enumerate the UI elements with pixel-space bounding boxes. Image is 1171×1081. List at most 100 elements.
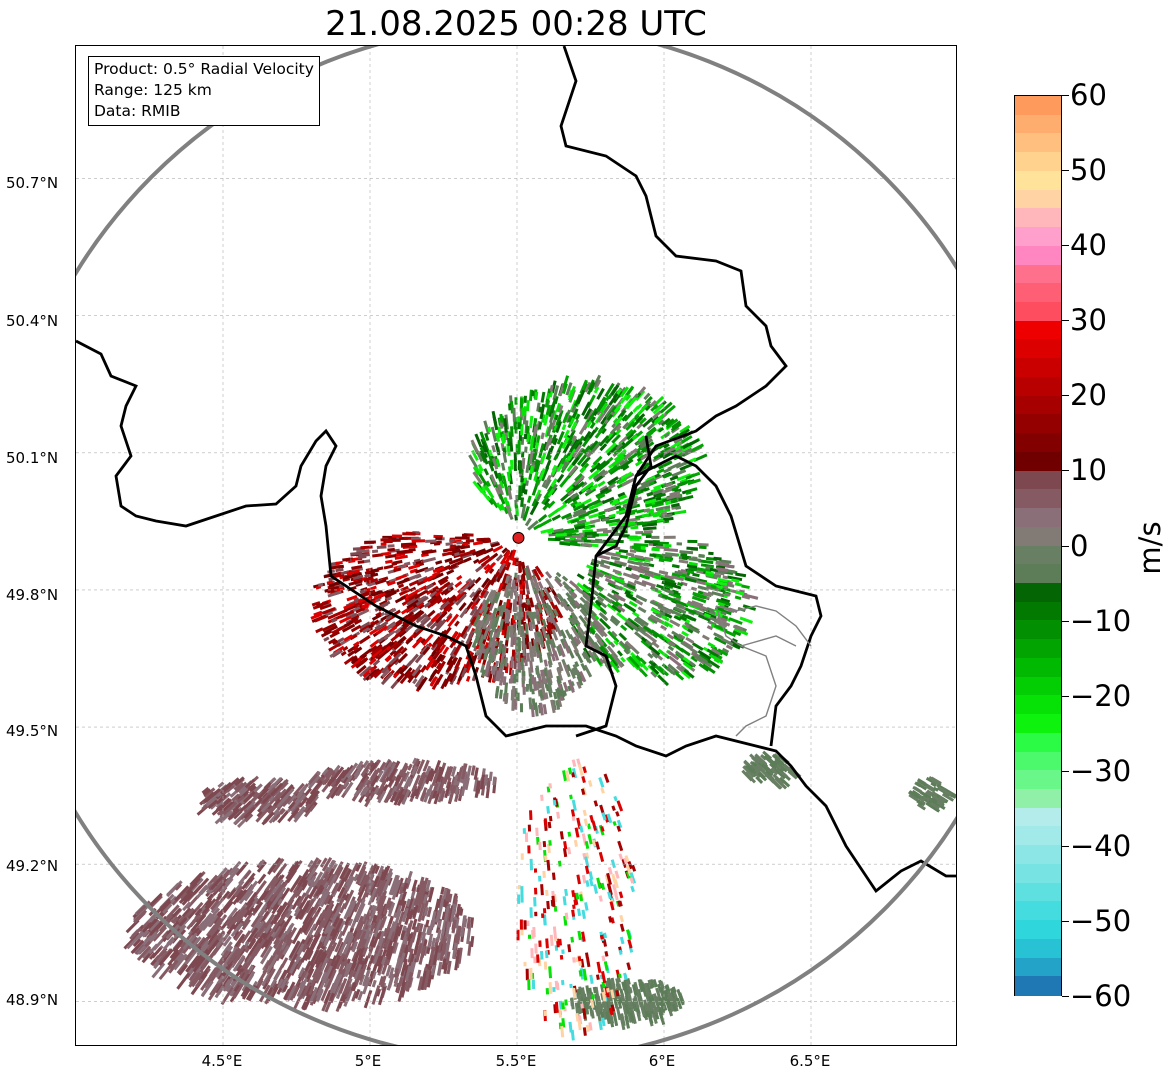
stratiform-echo xyxy=(217,781,225,789)
near-zero-velocity-echo xyxy=(542,675,547,684)
stratiform-echo xyxy=(425,879,432,893)
outbound-velocity-echo xyxy=(649,665,660,675)
outbound-velocity-echo xyxy=(687,478,701,486)
outbound-velocity-echo xyxy=(637,625,647,634)
stratiform-echo xyxy=(743,765,751,773)
stratiform-echo xyxy=(426,925,432,936)
stratiform-echo xyxy=(411,774,421,793)
outbound-velocity-echo xyxy=(589,518,601,524)
stratiform-echo xyxy=(226,923,236,935)
outbound-velocity-echo xyxy=(676,473,692,482)
stratiform-echo xyxy=(222,801,238,816)
stratiform-echo xyxy=(388,967,395,979)
inbound-velocity-echo xyxy=(411,664,423,677)
stratiform-echo xyxy=(303,880,316,898)
outbound-velocity-echo xyxy=(597,480,606,488)
stratiform-echo xyxy=(233,929,244,942)
stratiform-echo xyxy=(298,967,306,978)
outbound-velocity-echo xyxy=(634,459,643,467)
near-zero-velocity-echo xyxy=(501,646,506,654)
inbound-velocity-echo xyxy=(321,622,337,632)
near-zero-velocity-echo xyxy=(562,662,570,675)
stratiform-echo xyxy=(427,933,434,948)
near-zero-velocity-echo xyxy=(490,640,497,655)
stratiform-echo xyxy=(492,776,497,786)
stratiform-echo xyxy=(178,963,189,976)
stratiform-echo xyxy=(637,979,644,991)
outbound-velocity-echo xyxy=(479,431,486,443)
outbound-velocity-echo xyxy=(618,640,630,652)
outbound-velocity-echo xyxy=(551,410,558,419)
outbound-velocity-echo xyxy=(627,564,638,570)
stratiform-echo xyxy=(393,968,399,978)
inbound-velocity-echo xyxy=(414,566,429,574)
inbound-velocity-echo xyxy=(397,652,408,664)
outbound-velocity-echo xyxy=(653,489,663,495)
outbound-velocity-echo xyxy=(682,661,692,670)
near-zero-velocity-echo xyxy=(505,609,511,624)
stratiform-echo xyxy=(210,939,220,950)
outbound-velocity-echo xyxy=(669,608,684,618)
stratiform-echo xyxy=(320,971,328,981)
stratiform-echo xyxy=(283,914,293,929)
outbound-velocity-echo xyxy=(717,601,726,607)
outbound-velocity-echo xyxy=(623,602,637,613)
stratiform-echo xyxy=(753,755,764,765)
inbound-velocity-echo xyxy=(376,545,387,550)
stratiform-echo xyxy=(405,972,414,992)
inbound-velocity-echo xyxy=(407,653,419,666)
stratiform-echo xyxy=(287,807,300,823)
inbound-velocity-echo xyxy=(402,614,416,626)
stratiform-echo xyxy=(463,918,468,928)
inbound-velocity-echo xyxy=(355,607,365,614)
stratiform-echo xyxy=(217,798,233,812)
stratiform-echo xyxy=(461,763,468,780)
near-zero-velocity-echo xyxy=(591,650,599,659)
near-zero-velocity-echo xyxy=(576,624,583,632)
near-zero-velocity-echo xyxy=(531,698,536,711)
stratiform-echo xyxy=(383,761,393,775)
stratiform-echo xyxy=(185,956,199,973)
near-zero-velocity-echo xyxy=(562,690,567,697)
stratiform-echo xyxy=(383,787,394,804)
stratiform-echo xyxy=(200,940,210,951)
inbound-velocity-echo xyxy=(352,571,363,577)
near-zero-velocity-echo xyxy=(576,681,582,689)
inbound-velocity-echo xyxy=(342,645,349,652)
inbound-velocity-echo xyxy=(375,625,388,636)
stratiform-echo xyxy=(651,1000,659,1015)
stratiform-echo xyxy=(261,910,270,921)
stratiform-echo xyxy=(303,803,316,818)
inbound-velocity-echo xyxy=(490,542,501,548)
stratiform-echo xyxy=(123,932,141,950)
inbound-velocity-echo xyxy=(445,660,455,673)
near-zero-velocity-echo xyxy=(527,610,532,619)
outbound-velocity-echo xyxy=(489,474,497,486)
outbound-velocity-echo xyxy=(530,390,535,397)
near-zero-velocity-echo xyxy=(559,601,565,608)
stratiform-echo xyxy=(257,787,270,800)
outbound-velocity-echo xyxy=(546,488,555,498)
stratiform-echo xyxy=(241,987,251,1000)
stratiform-echo xyxy=(426,971,433,988)
outbound-velocity-echo xyxy=(698,652,709,661)
stratiform-echo xyxy=(448,766,454,774)
stratiform-echo xyxy=(413,891,421,906)
stratiform-echo xyxy=(132,938,142,948)
stratiform-echo xyxy=(250,942,262,958)
stratiform-echo xyxy=(261,786,277,802)
stratiform-echo xyxy=(307,859,314,868)
outbound-velocity-echo xyxy=(583,408,592,420)
outbound-velocity-echo xyxy=(622,464,630,471)
near-zero-velocity-echo xyxy=(570,617,577,625)
inbound-velocity-echo xyxy=(525,611,529,619)
outbound-velocity-echo xyxy=(494,442,501,456)
outbound-velocity-echo xyxy=(532,452,538,461)
outbound-velocity-echo xyxy=(598,617,611,630)
outbound-velocity-echo xyxy=(698,614,711,622)
outbound-velocity-echo xyxy=(734,582,743,587)
stratiform-echo xyxy=(332,866,344,884)
stratiform-echo xyxy=(174,885,190,902)
outbound-velocity-echo xyxy=(570,492,579,500)
outbound-velocity-echo xyxy=(661,594,676,603)
